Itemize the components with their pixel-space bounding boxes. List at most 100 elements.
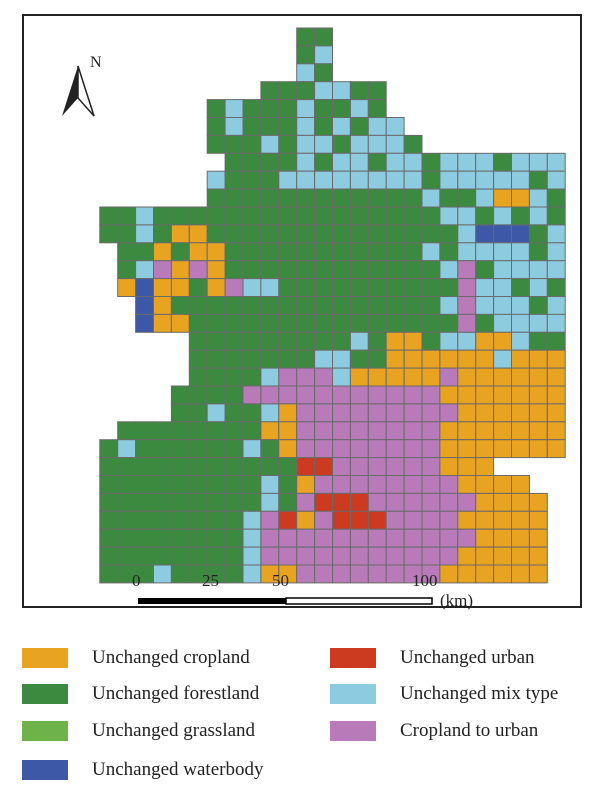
grid-cell-forest <box>528 331 548 351</box>
grid-cell-forest <box>260 349 280 369</box>
legend-swatch <box>330 684 376 704</box>
grid-cell-cropland <box>170 260 190 280</box>
grid-cell-forest <box>99 206 119 226</box>
grid-cell-forest <box>296 27 316 47</box>
grid-cell-crop-to-urban <box>314 403 334 423</box>
grid-cell-forest <box>153 475 172 494</box>
grid-cell-forest <box>224 492 244 512</box>
grid-cell-forest <box>349 313 369 333</box>
grid-cell-forest <box>367 260 387 280</box>
grid-cell-forest <box>260 439 280 459</box>
grid-cell-cropland <box>528 349 548 369</box>
grid-cell-forest <box>117 224 137 244</box>
grid-cell-crop-to-urban <box>153 260 172 280</box>
legend-item-forestland: Unchanged forestland <box>22 680 259 708</box>
grid-cell-forest <box>421 170 441 190</box>
grid-cell-crop-to-urban <box>385 492 405 512</box>
grid-cell-cropland <box>475 510 495 530</box>
grid-cell-crop-to-urban <box>278 546 298 566</box>
grid-cell-forest <box>349 206 369 226</box>
grid-cell-forest <box>421 278 441 298</box>
grid-cell-crop-to-urban <box>367 564 387 584</box>
grid-cell-cropland <box>511 421 530 441</box>
grid-cell-mix <box>457 224 477 244</box>
grid-cell-forest <box>439 278 459 298</box>
grid-cell-forest <box>296 81 316 101</box>
grid-cell-forest <box>296 188 316 208</box>
grid-cell-forest <box>278 313 298 333</box>
grid-cell-forest <box>153 421 172 441</box>
grid-cell-cropland <box>511 492 530 512</box>
grid-cell-cropland <box>511 564 530 584</box>
grid-cell-crop-to-urban <box>367 421 387 441</box>
grid-cell-forest <box>188 385 208 405</box>
grid-cell-crop-to-urban <box>403 421 423 441</box>
grid-cell-crop-to-urban <box>188 260 208 280</box>
grid-cell-mix <box>349 170 369 190</box>
grid-cell-cropland <box>206 278 226 298</box>
grid-cell-forest <box>403 224 423 244</box>
grid-cell-mix <box>421 188 441 208</box>
grid-cell-crop-to-urban <box>332 421 351 441</box>
grid-cell-forest <box>260 331 280 351</box>
grid-cell-forest <box>296 349 316 369</box>
grid-cell-forest <box>511 206 530 226</box>
grid-cell-forest <box>349 260 369 280</box>
grid-cell-cropland <box>385 349 405 369</box>
grid-cell-mix <box>314 81 334 101</box>
grid-cell-forest <box>117 475 137 494</box>
grid-cell-forest <box>99 457 119 477</box>
grid-cell-cropland <box>349 367 369 387</box>
grid-cell-forest <box>170 510 190 530</box>
grid-cell-crop-to-urban <box>385 457 405 477</box>
grid-cell-forest <box>493 152 513 172</box>
grid-cell-water <box>475 224 495 244</box>
grid-cell-mix <box>385 134 405 154</box>
grid-cell-forest <box>117 457 137 477</box>
grid-cell-crop-to-urban <box>421 457 441 477</box>
grid-cell-forest <box>260 457 280 477</box>
grid-cell-cropland <box>457 546 477 566</box>
grid-cell-cropland <box>546 385 566 405</box>
grid-cell-forest <box>242 331 262 351</box>
grid-cell-crop-to-urban <box>385 403 405 423</box>
grid-cell-forest <box>278 134 298 154</box>
grid-cell-crop-to-urban <box>224 278 244 298</box>
grid-cell-cropland <box>170 224 190 244</box>
grid-cell-forest <box>528 296 548 315</box>
grid-cell-cropland <box>546 367 566 387</box>
grid-cell-forest <box>314 152 334 172</box>
grid-cell-forest <box>278 296 298 315</box>
grid-cell-forest <box>224 349 244 369</box>
grid-cell-forest <box>206 421 226 441</box>
grid-cell-cropland <box>528 385 548 405</box>
grid-cell-forest <box>278 152 298 172</box>
grid-cell-mix <box>403 170 423 190</box>
grid-cell-forest <box>314 188 334 208</box>
grid-cell-forest <box>224 475 244 494</box>
grid-cell-mix <box>332 349 351 369</box>
legend-label: Unchanged forestland <box>92 683 260 704</box>
scale-tick-50: 50 <box>272 571 289 590</box>
grid-cell-crop-to-urban <box>421 475 441 494</box>
grid-cell-mix <box>511 152 530 172</box>
grid-cell-forest <box>314 260 334 280</box>
grid-cell-forest <box>135 475 154 494</box>
grid-cell-forest <box>349 117 369 136</box>
grid-cell-crop-to-urban <box>385 546 405 566</box>
grid-cell-urban <box>314 457 334 477</box>
grid-cell-forest <box>332 188 351 208</box>
grid-cell-crop-to-urban <box>457 528 477 548</box>
grid-cell-crop-to-urban <box>439 475 459 494</box>
grid-cell-mix <box>278 170 298 190</box>
legend-item-mix-type: Unchanged mix type <box>330 680 558 708</box>
grid-cell-forest <box>332 134 351 154</box>
grid-cell-forest <box>314 63 334 83</box>
grid-cell-cropland <box>457 367 477 387</box>
grid-cell-crop-to-urban <box>332 385 351 405</box>
grid-cell-cropland <box>511 439 530 459</box>
grid-cell-forest <box>385 188 405 208</box>
grid-cell-forest <box>421 260 441 280</box>
grid-cell-forest <box>224 242 244 262</box>
grid-cell-mix <box>475 278 495 298</box>
